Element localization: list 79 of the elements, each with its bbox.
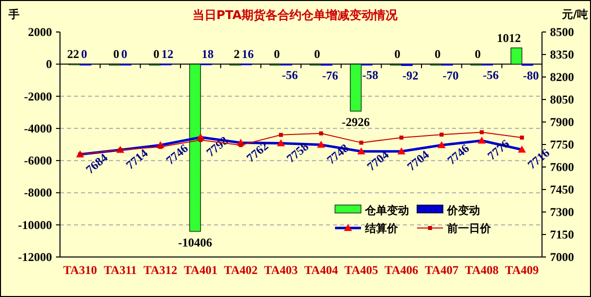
data-label: 0 [113, 47, 120, 62]
y2-tick-label: 7900 [550, 115, 574, 129]
point [359, 140, 364, 145]
data-label: 0 [394, 47, 400, 62]
point [399, 136, 404, 140]
y2-axis-title: 元/吨 [560, 8, 588, 21]
y2-tick-label: 7000 [550, 250, 574, 264]
data-label: -80 [522, 68, 539, 82]
point [440, 132, 444, 137]
x-tick-label: TA405 [344, 263, 378, 277]
data-label: 2 [234, 47, 240, 62]
y-tick-label: -12000 [18, 250, 52, 264]
data-label: 0 [81, 47, 88, 62]
data-label: 7684 [83, 150, 110, 177]
legend-label: 价变动 [446, 204, 480, 217]
y2-tick-label: 8200 [550, 70, 574, 84]
legend-label: 前一日价 [446, 222, 492, 235]
x-tick-label: TA409 [505, 263, 539, 277]
data-label: 0 [274, 47, 280, 62]
x-tick-label: TA403 [264, 263, 298, 277]
y-tick-label: -4000 [24, 121, 52, 136]
data-label: 1012 [496, 30, 521, 45]
y2-tick-label: 8050 [550, 92, 574, 106]
y-tick-label: -10000 [18, 218, 52, 232]
data-label: -76 [322, 68, 338, 82]
data-label: -92 [402, 68, 418, 83]
data-label: 7714 [123, 146, 151, 172]
x-tick-label: TA401 [184, 263, 218, 277]
point [520, 136, 524, 140]
x-tick-label: TA312 [144, 263, 178, 277]
y2-tick-label: 7300 [550, 205, 574, 219]
data-label: -56 [482, 68, 499, 82]
data-label: -10406 [178, 235, 212, 250]
data-label: 0 [474, 47, 481, 62]
data-label: 7704 [404, 148, 432, 174]
x-tick-label: TA406 [384, 263, 418, 277]
data-label: 0 [314, 47, 320, 62]
point [278, 132, 283, 137]
y-tick-label: 2000 [28, 25, 52, 39]
y2-tick-label: 7750 [550, 138, 574, 152]
y2-tick-label: 7450 [550, 182, 574, 196]
point [198, 138, 203, 142]
data-label: 7748 [324, 140, 352, 168]
y-tick-label: -2000 [24, 89, 52, 104]
x-tick-label: TA408 [464, 263, 499, 277]
data-label: 18 [202, 46, 214, 61]
x-tick-label: TA310 [63, 263, 97, 277]
data-label: 7798 [204, 133, 231, 160]
y2-tick-label: 7150 [550, 228, 574, 242]
y2-tick-label: 8350 [550, 48, 574, 62]
y-tick-label: -6000 [24, 154, 52, 168]
data-label: 22 [67, 46, 80, 61]
data-label: -58 [362, 68, 378, 82]
data-label: 0 [153, 47, 160, 62]
y2-tick-label: 8500 [550, 25, 574, 39]
data-label: 7704 [364, 148, 392, 174]
x-tick-label: TA311 [104, 263, 137, 277]
data-label: 12 [161, 46, 174, 61]
legend-label: 结算价 [364, 222, 399, 235]
point [480, 130, 484, 134]
point [319, 131, 324, 136]
y-tick-label: -8000 [24, 186, 52, 200]
data-label: 7762 [244, 138, 272, 165]
data-label: 7758 [284, 139, 312, 166]
data-label: 0 [434, 47, 441, 62]
chart-title: 当日PTA期货各合约仓单增减变动情况 [192, 8, 399, 22]
y-tick-label: 0 [46, 57, 52, 72]
data-label: 16 [242, 46, 254, 61]
point [238, 143, 243, 148]
y2-tick-label: 7600 [550, 160, 574, 174]
x-tick-label: TA407 [424, 263, 458, 277]
data-label: 0 [121, 47, 128, 62]
legend-label: 仓单变动 [364, 204, 409, 217]
data-label: -70 [442, 68, 459, 82]
x-tick-label: TA404 [304, 263, 338, 277]
data-label: -56 [282, 68, 298, 82]
y-axis-title: 手 [8, 8, 20, 21]
data-label: -2926 [342, 115, 370, 130]
x-tick-label: TA402 [224, 263, 258, 277]
